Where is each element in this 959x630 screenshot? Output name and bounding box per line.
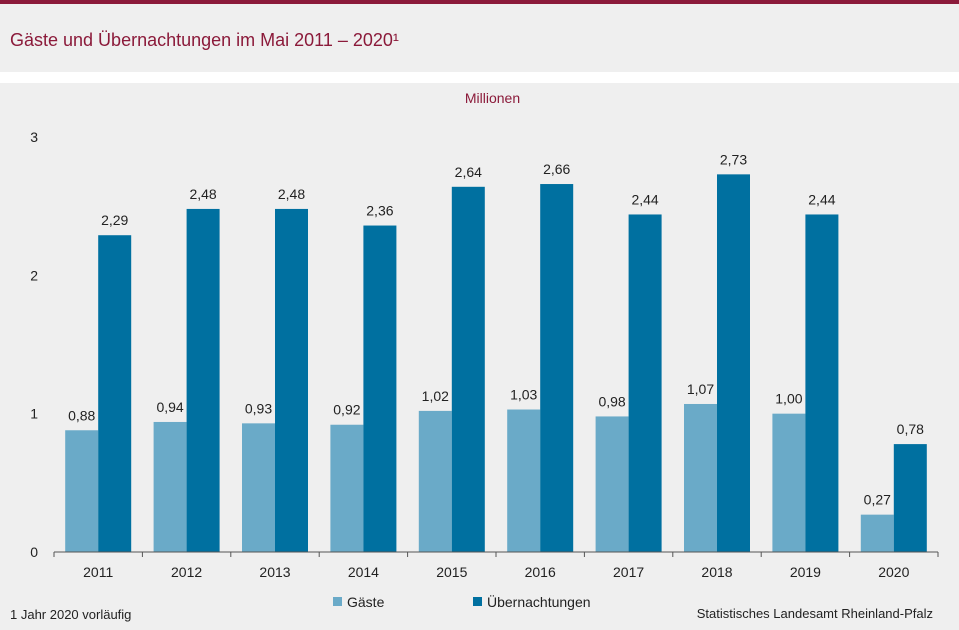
data-label: 1,00 xyxy=(775,391,802,407)
bar-gaeste xyxy=(330,424,364,552)
data-label: 2,29 xyxy=(101,212,128,228)
x-tick-label: 2020 xyxy=(878,564,909,580)
bar-uebernachtungen xyxy=(628,214,662,552)
x-tick-label: 2012 xyxy=(171,564,202,580)
data-label: 2,73 xyxy=(720,151,747,167)
legend-label-gaeste: Gäste xyxy=(347,594,385,610)
x-tick-label: 2015 xyxy=(436,564,467,580)
y-tick-label: 3 xyxy=(30,129,38,145)
bar-gaeste xyxy=(860,514,894,552)
data-label: 2,36 xyxy=(366,203,393,219)
bar-uebernachtungen xyxy=(451,186,485,553)
data-label: 1,02 xyxy=(422,388,449,404)
legend-item-gaeste: Gäste xyxy=(333,594,384,610)
bar-gaeste xyxy=(595,416,629,552)
data-label: 2,48 xyxy=(278,186,305,202)
legend-label-uebernachtungen: Übernachtungen xyxy=(487,594,591,610)
footnote: 1 Jahr 2020 vorläufig xyxy=(10,607,132,622)
source-note: Statistisches Landesamt Rheinland-Pfalz xyxy=(696,606,933,621)
top-accent-bar xyxy=(0,0,959,4)
data-label: 2,44 xyxy=(631,191,658,207)
legend-item-uebernachtungen: Übernachtungen xyxy=(473,594,591,610)
bar-gaeste xyxy=(418,410,452,552)
data-label: 0,88 xyxy=(68,407,95,423)
bar-uebernachtungen xyxy=(805,214,839,552)
bar-uebernachtungen xyxy=(540,184,574,552)
bar-gaeste xyxy=(65,430,99,552)
bar-chart: 0 1 2 3 0,88 2,29 2011 0,94 2,48 2012 0,93 2,48 2013… xyxy=(30,129,939,580)
y-tick-label: 0 xyxy=(30,544,38,560)
x-tick-label: 2013 xyxy=(259,564,290,580)
bar-uebernachtungen xyxy=(893,444,927,552)
data-label: 2,66 xyxy=(543,161,570,177)
x-tick-label: 2014 xyxy=(348,564,379,580)
bar-uebernachtungen xyxy=(275,208,308,552)
data-label: 0,92 xyxy=(333,402,360,418)
data-label: 0,27 xyxy=(864,492,891,508)
x-tick-label: 2017 xyxy=(613,564,644,580)
bar-uebernachtungen xyxy=(363,225,397,553)
bar-gaeste xyxy=(772,413,806,552)
x-tick-label: 2018 xyxy=(701,564,732,580)
legend-swatch-uebernachtungen xyxy=(473,597,482,606)
data-label: 1,03 xyxy=(510,387,537,403)
chart-title: Gäste und Übernachtungen im Mai 2011 – 2… xyxy=(10,30,399,50)
y-tick-label: 2 xyxy=(30,267,38,283)
data-label: 2,64 xyxy=(455,164,482,180)
x-tick-label: 2016 xyxy=(525,564,556,580)
x-tick-label: 2019 xyxy=(790,564,821,580)
data-label: 0,93 xyxy=(245,400,272,416)
bar-uebernachtungen xyxy=(717,174,750,552)
bar-gaeste xyxy=(507,409,541,552)
bar-gaeste xyxy=(242,423,275,552)
y-tick-label: 1 xyxy=(30,406,38,422)
data-label: 2,48 xyxy=(189,186,216,202)
data-label: 2,44 xyxy=(808,191,835,207)
unit-label: Millionen xyxy=(464,90,521,106)
legend-swatch-gaeste xyxy=(333,597,342,606)
x-tick-label: 2011 xyxy=(83,564,113,580)
bar-uebernachtungen xyxy=(186,208,220,552)
data-label: 0,94 xyxy=(156,399,183,415)
header-divider xyxy=(0,72,959,83)
bar-gaeste xyxy=(684,403,717,552)
data-label: 0,98 xyxy=(598,393,625,409)
bar-uebernachtungen xyxy=(98,235,132,552)
data-label: 0,78 xyxy=(897,421,924,437)
data-label: 1,07 xyxy=(687,381,714,397)
title-area: Gäste und Übernachtungen im Mai 2011 – 2… xyxy=(0,4,959,72)
bar-gaeste xyxy=(153,421,187,552)
